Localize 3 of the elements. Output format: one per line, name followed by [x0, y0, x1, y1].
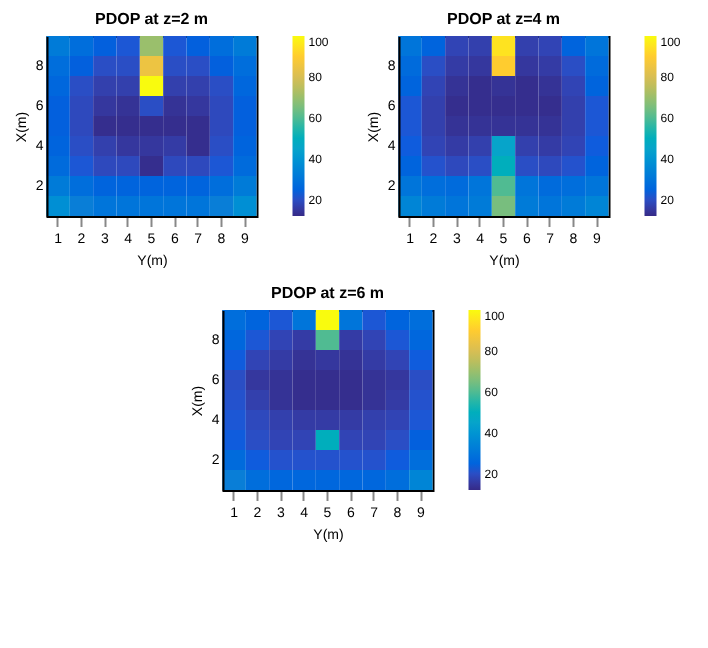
chart-title: PDOP at z=2 m: [94, 10, 209, 28]
chart-title: PDOP at z=6 m: [270, 284, 385, 302]
chart-title: PDOP at z=4 m: [446, 10, 561, 28]
